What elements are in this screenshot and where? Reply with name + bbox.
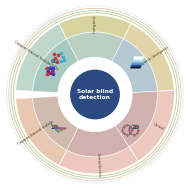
Text: Inorganic: Inorganic xyxy=(93,14,97,33)
Wedge shape xyxy=(33,96,78,150)
Wedge shape xyxy=(67,125,129,157)
Wedge shape xyxy=(67,32,123,62)
Polygon shape xyxy=(132,61,142,62)
Text: Copper-based halide/QDs: Copper-based halide/QDs xyxy=(13,40,59,72)
Polygon shape xyxy=(131,67,141,68)
Wedge shape xyxy=(115,91,157,147)
Text: 2D: 2D xyxy=(131,125,139,130)
Circle shape xyxy=(71,70,119,119)
Polygon shape xyxy=(132,63,142,64)
Text: 0D: 0D xyxy=(51,59,59,64)
Polygon shape xyxy=(133,59,143,60)
Wedge shape xyxy=(16,98,67,165)
Wedge shape xyxy=(129,90,174,161)
Text: Copper-based halide: Copper-based halide xyxy=(17,120,54,146)
Wedge shape xyxy=(112,39,157,93)
Text: Solar blind
detection: Solar blind detection xyxy=(77,89,113,100)
Polygon shape xyxy=(45,66,55,76)
Circle shape xyxy=(58,58,132,131)
Polygon shape xyxy=(134,57,144,58)
Wedge shape xyxy=(59,15,131,39)
Wedge shape xyxy=(33,39,78,93)
Text: 1D: 1D xyxy=(51,125,59,130)
Wedge shape xyxy=(59,147,138,174)
Text: 3D: 3D xyxy=(131,59,140,64)
Text: Organic-Inorganic: Organic-Inorganic xyxy=(138,44,171,67)
Wedge shape xyxy=(123,24,174,91)
Wedge shape xyxy=(16,24,67,91)
Text: Ferroelectric: Ferroelectric xyxy=(96,153,101,178)
Text: Chiral: Chiral xyxy=(152,122,164,131)
Polygon shape xyxy=(131,65,141,66)
